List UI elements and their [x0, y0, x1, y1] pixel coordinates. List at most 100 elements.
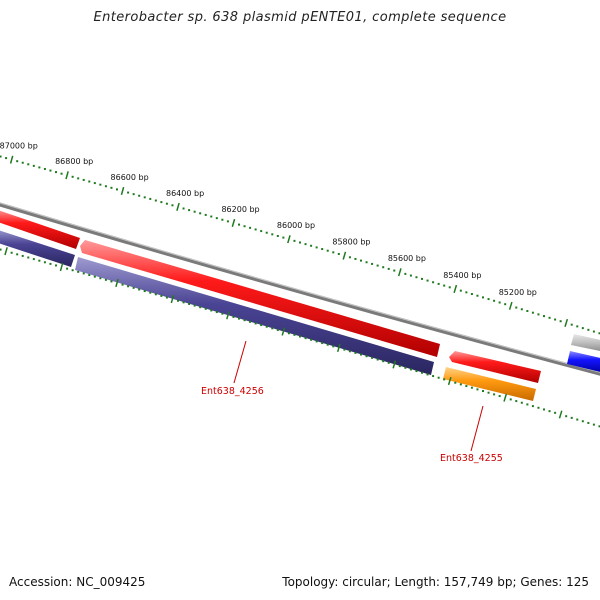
scale-minor-dot: [326, 343, 329, 346]
scale-minor-dot: [304, 243, 307, 246]
scale-minor-dot: [476, 294, 479, 297]
scale-minor-dot: [526, 309, 529, 312]
scale-major-tick: [336, 343, 341, 353]
scale-minor-dot: [531, 405, 534, 408]
scale-tick-label: 85800 bp: [332, 238, 370, 247]
scale-minor-dot: [177, 299, 179, 302]
scale-minor-dot: [149, 197, 152, 200]
scale-minor-dot: [199, 212, 202, 215]
gene-label-ent638-4255[interactable]: Ent638_4255: [440, 453, 503, 464]
scale-minor-dot: [465, 291, 468, 294]
scale-minor-dot: [293, 239, 296, 242]
scale-minor-dot: [66, 267, 69, 270]
scale-minor-dot: [404, 272, 407, 275]
scale-minor-dot: [254, 322, 257, 325]
scale-minor-dot: [210, 215, 213, 218]
scale-minor-dot: [299, 335, 301, 338]
scale-major-tick: [281, 327, 286, 336]
scale-minor-dot: [421, 277, 423, 280]
scale-minor-dot: [43, 261, 46, 264]
scale-minor-dot: [476, 388, 479, 391]
scale-minor-dot: [188, 302, 191, 305]
scale-tick-label: 85600 bp: [388, 254, 426, 263]
scale-tick-label: 86200 bp: [221, 205, 259, 214]
scale-major-tick: [9, 155, 14, 164]
scale-minor-dot: [587, 328, 590, 331]
scale-minor-dot: [543, 315, 545, 318]
scale-minor-dot: [249, 226, 252, 229]
scale-minor-dot: [459, 383, 462, 386]
scale-minor-dot: [16, 253, 19, 256]
scale-minor-dot: [548, 316, 551, 319]
scale-minor-dot: [360, 259, 362, 262]
scale-minor-dot: [332, 251, 335, 254]
scale-major-tick: [447, 376, 452, 386]
gene-forward-3[interactable]: [449, 351, 541, 383]
scale-minor-dot: [437, 282, 440, 285]
scale-minor-dot: [21, 254, 24, 257]
scale-minor-dot: [55, 171, 57, 174]
gene-grey[interactable]: [571, 334, 600, 352]
scale-minor-dot: [554, 318, 557, 321]
scale-minor-dot: [337, 252, 340, 255]
genome-summary-text: Topology: circular; Length: 157,749 bp; …: [282, 575, 589, 589]
scale-minor-dot: [82, 272, 85, 275]
scale-tick-label: 85200 bp: [499, 288, 537, 297]
gene-reverse-2[interactable]: [75, 257, 434, 375]
scale-minor-dot: [271, 233, 274, 236]
scale-minor-dot: [493, 393, 496, 396]
scale-minor-dot: [10, 251, 13, 254]
scale-major-tick: [342, 251, 347, 260]
scale-minor-dot: [487, 298, 490, 301]
scale-minor-dot: [193, 304, 196, 307]
scale-tick-label: 87000 bp: [0, 142, 38, 151]
scale-minor-dot: [426, 279, 429, 282]
scale-minor-dot: [55, 264, 57, 267]
scale-minor-dot: [193, 210, 196, 213]
scale-minor-dot: [581, 327, 584, 330]
scale-minor-dot: [132, 193, 135, 196]
gene-reverse-ent638-4255[interactable]: [443, 367, 536, 401]
gene-forward-ent638-4256[interactable]: [80, 240, 440, 357]
scale-minor-dot: [287, 332, 290, 335]
scale-minor-dot: [409, 368, 412, 371]
scale-major-tick: [231, 218, 236, 228]
scale-minor-dot: [592, 330, 595, 333]
scale-minor-dot: [38, 166, 41, 169]
gene-label-ent638-4256[interactable]: Ent638_4256: [201, 386, 264, 397]
scale-minor-dot: [299, 241, 301, 244]
gene-label-leader-4255: [470, 405, 484, 452]
gene-reverse-1[interactable]: [0, 229, 75, 267]
scale-major-tick: [287, 235, 291, 244]
scale-minor-dot: [537, 406, 540, 409]
scale-tick-label: 86400 bp: [166, 189, 204, 198]
scale-minor-dot: [409, 274, 412, 277]
scale-minor-dot: [104, 185, 107, 188]
scale-minor-dot: [382, 266, 385, 269]
scale-minor-dot: [160, 201, 163, 204]
scale-minor-dot: [376, 358, 379, 361]
scale-minor-dot: [310, 244, 313, 247]
scale-minor-dot: [138, 288, 141, 291]
scale-minor-dot: [238, 223, 240, 226]
gene-forward-1[interactable]: [0, 209, 80, 249]
scale-minor-dot: [559, 320, 562, 323]
scale-minor-dot: [587, 421, 590, 424]
scale-major-tick: [453, 284, 458, 294]
scale-minor-dot: [110, 280, 113, 283]
scale-minor-dot: [376, 264, 379, 267]
scale-minor-dot: [49, 262, 52, 265]
scale-major-tick: [176, 202, 180, 211]
scale-minor-dot: [88, 274, 91, 277]
scale-major-tick: [564, 318, 569, 327]
scale-minor-dot: [387, 267, 390, 270]
scale-minor-dot: [232, 315, 235, 318]
scale-minor-dot: [432, 281, 435, 284]
scale-major-tick: [397, 268, 402, 277]
scale-minor-dot: [165, 202, 168, 205]
scale-minor-dot: [243, 225, 246, 228]
backbone-line: [0, 202, 600, 376]
gene-label-leader-4256: [233, 340, 247, 384]
scale-minor-dot: [509, 398, 512, 401]
gene-blue[interactable]: [567, 351, 600, 373]
